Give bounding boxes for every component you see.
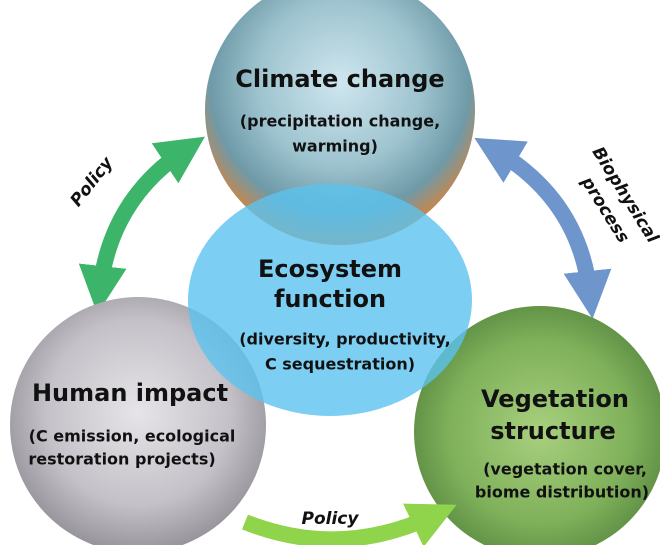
node-detail: (vegetation cover,: [483, 460, 647, 479]
node-detail: (precipitation change,: [240, 112, 440, 131]
edge-label: Policy: [302, 509, 360, 529]
node-detail: (diversity, productivity,: [239, 330, 451, 349]
node-title: Vegetation: [481, 385, 629, 413]
human-circle: [10, 297, 266, 549]
node-title: Human impact: [32, 379, 228, 407]
climate-circle: [205, 0, 475, 245]
node-title: structure: [490, 417, 616, 445]
node-detail: C sequestration): [265, 355, 415, 374]
arrow: [242, 503, 457, 548]
node-detail: biome distribution): [475, 483, 649, 502]
arrow: [474, 137, 612, 319]
node-title: Climate change: [235, 65, 444, 93]
edge-label: Policy: [67, 153, 118, 211]
node-title: function: [274, 285, 386, 313]
arrow: [78, 136, 205, 314]
ecosystem-ellipse: [188, 184, 472, 416]
node-detail: (C emission, ecological: [29, 427, 236, 446]
node-title: Ecosystem: [258, 255, 402, 283]
vegetation-circle: [414, 306, 660, 549]
node-detail: warming): [292, 137, 378, 156]
node-detail: restoration projects): [28, 450, 215, 469]
